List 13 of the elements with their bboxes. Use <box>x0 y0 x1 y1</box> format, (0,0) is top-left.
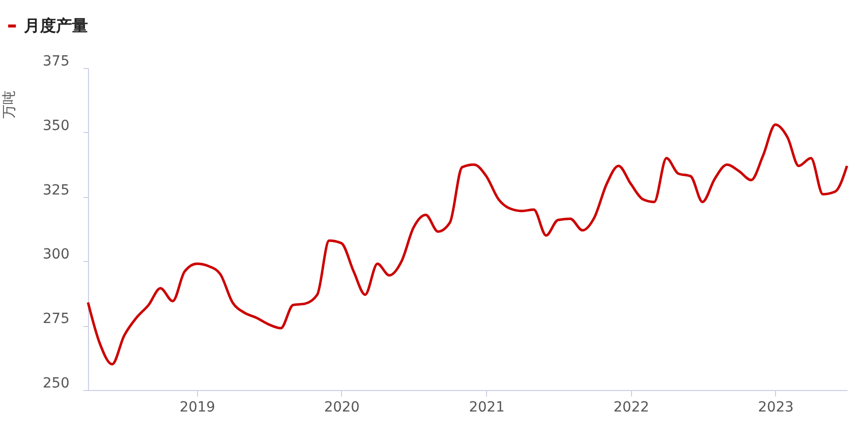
legend-label: 月度产量 <box>23 16 88 35</box>
y-tick-label: 250 <box>42 376 70 392</box>
x-tick-label: 2022 <box>614 400 650 416</box>
x-tick-label: 2021 <box>468 400 505 416</box>
y-tick-label: 375 <box>42 54 70 70</box>
y-axis-title: 万吨 <box>2 90 18 118</box>
x-tick-label: 2019 <box>180 400 216 416</box>
y-tick-label: 275 <box>42 311 70 328</box>
x-tick-label: 2023 <box>758 400 794 416</box>
x-tick-label: 2020 <box>324 400 360 416</box>
y-tick-label: 300 <box>42 246 70 263</box>
y-tick-label: 325 <box>42 182 70 198</box>
y-tick-label: 350 <box>42 118 70 134</box>
